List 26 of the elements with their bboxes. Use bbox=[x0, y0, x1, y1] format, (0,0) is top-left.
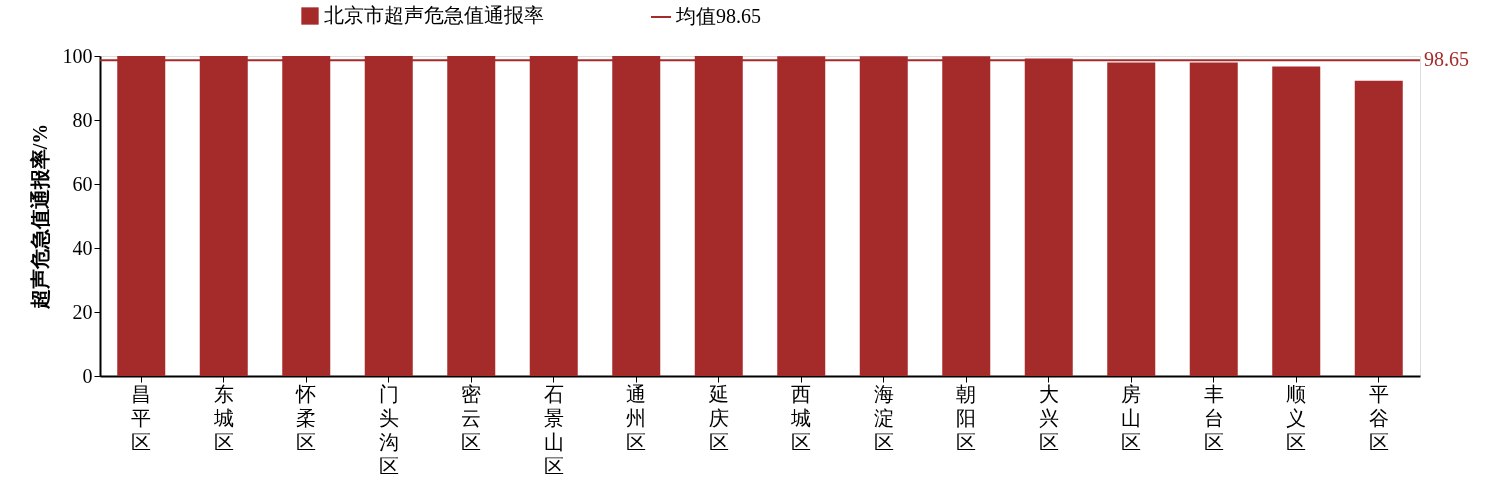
y-axis-title: 超声危急值通报率/% bbox=[28, 123, 51, 311]
x-tick-label: 怀柔区 bbox=[295, 382, 317, 453]
y-tick-label: 20 bbox=[72, 300, 93, 323]
x-tick-label: 东城区 bbox=[212, 382, 234, 453]
x-tick-label: 通州区 bbox=[626, 382, 647, 453]
y-tick-label: 80 bbox=[72, 108, 93, 131]
x-tick-label: 西城区 bbox=[790, 382, 812, 453]
y-tick-label: 0 bbox=[82, 364, 93, 387]
text: 98.65 bbox=[1424, 48, 1469, 71]
x-tick-label: 丰台区 bbox=[1203, 382, 1224, 453]
x-tick-label: 门头沟区 bbox=[378, 382, 399, 477]
x-tick-label: 昌平区 bbox=[131, 382, 152, 453]
x-tick-label: 朝阳区 bbox=[956, 382, 977, 453]
legend-label: 北京市超声危急值通报率 bbox=[324, 4, 544, 26]
x-tick-label: 延庆区 bbox=[707, 382, 729, 453]
y-tick-label: 60 bbox=[72, 172, 93, 195]
x-tick-label: 石景山区 bbox=[543, 382, 564, 477]
y-tick-label: 40 bbox=[72, 236, 93, 259]
y-tick-label: 100 bbox=[62, 44, 93, 67]
legend-label: 均值98.65 bbox=[675, 5, 761, 27]
x-tick-label: 顺义区 bbox=[1286, 382, 1307, 453]
x-tick-label: 密云区 bbox=[461, 382, 482, 453]
x-tick-label: 大兴区 bbox=[1038, 382, 1059, 453]
x-tick-label: 房山区 bbox=[1121, 382, 1142, 453]
x-tick-label: 平谷区 bbox=[1368, 382, 1389, 453]
x-tick-label: 海淀区 bbox=[873, 382, 894, 453]
